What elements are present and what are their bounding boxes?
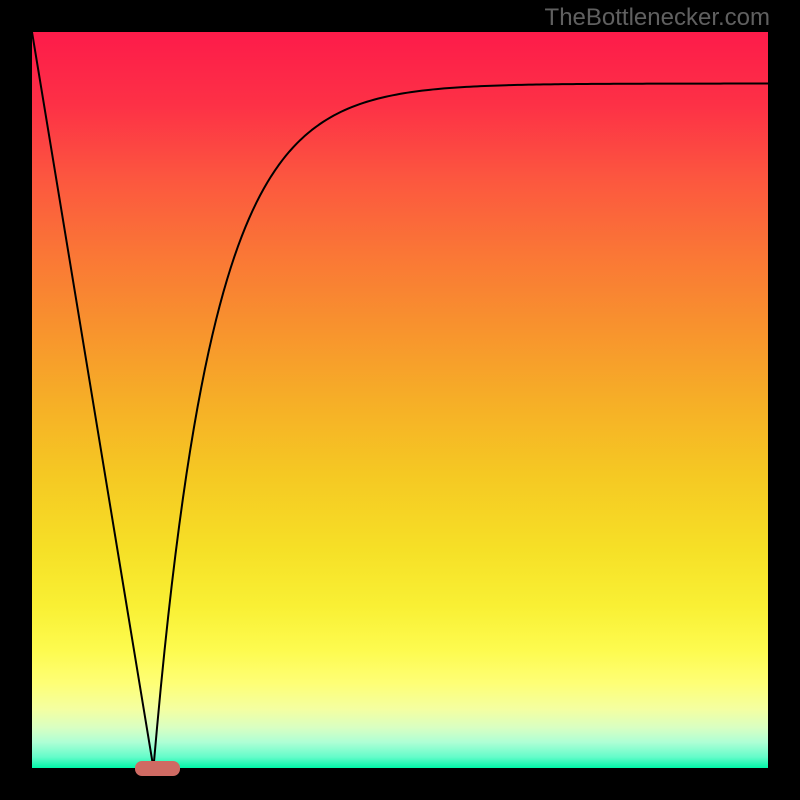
optimum-marker — [135, 761, 180, 776]
watermark-text: TheBottlenecker.com — [545, 4, 770, 32]
bottleneck-curve — [32, 32, 768, 768]
plot-area — [32, 32, 768, 768]
curve-path — [32, 32, 768, 768]
chart-frame: TheBottlenecker.com — [0, 0, 800, 800]
